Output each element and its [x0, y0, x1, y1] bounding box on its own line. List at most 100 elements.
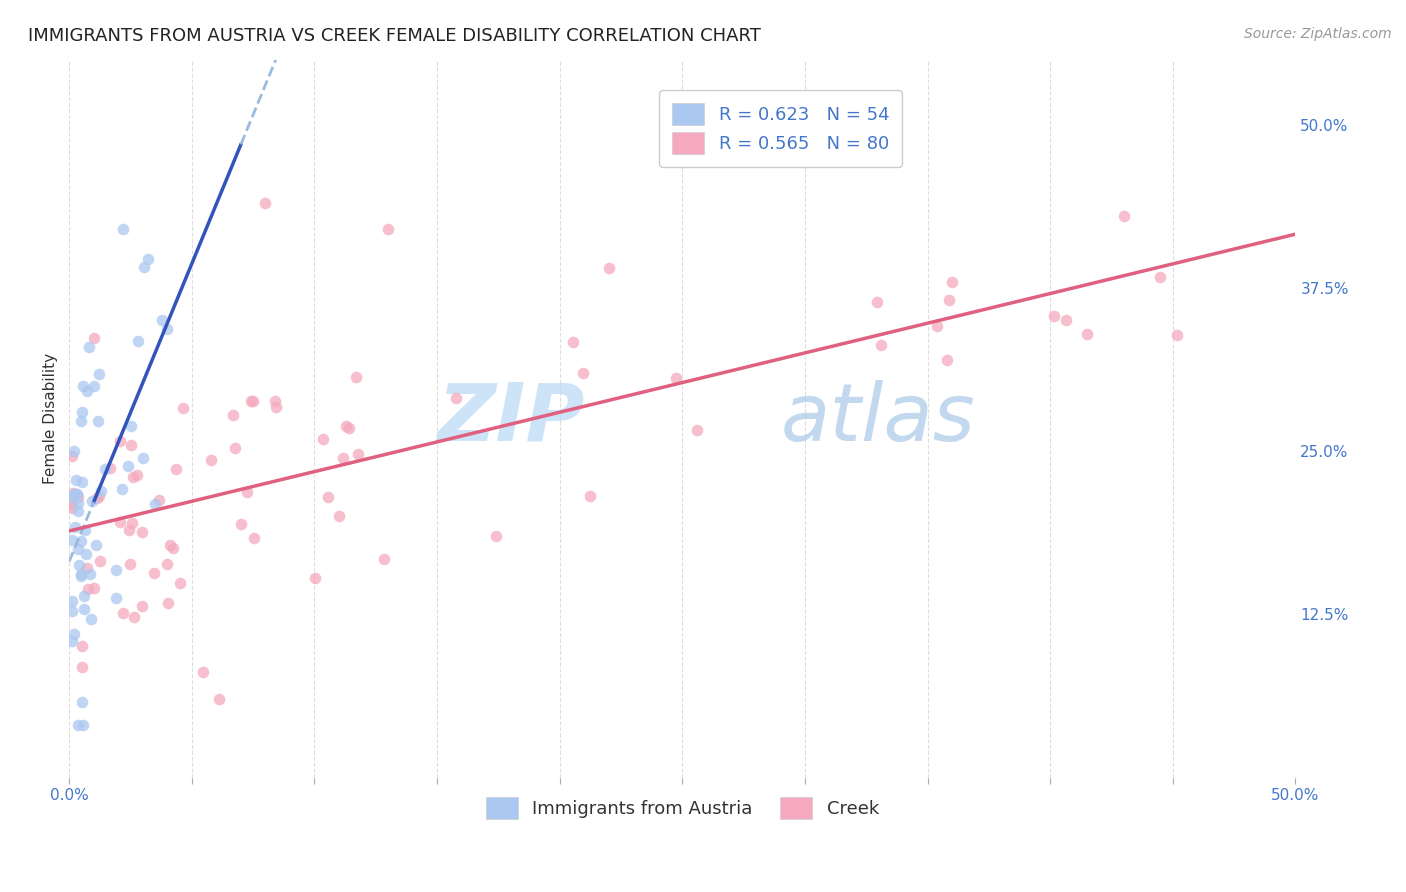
- Point: [122, 610, 145, 624]
- Point: [75, 547, 97, 561]
- Point: [83, 331, 105, 345]
- Point: [148, 492, 170, 507]
- Point: [1166, 327, 1188, 342]
- Point: [127, 468, 149, 483]
- Point: [67, 504, 90, 518]
- Point: [94, 462, 117, 476]
- Point: [70, 696, 93, 710]
- Point: [63, 443, 86, 458]
- Point: [938, 293, 960, 307]
- Point: [159, 538, 181, 552]
- Point: [112, 222, 135, 236]
- Point: [444, 391, 467, 405]
- Point: [485, 529, 508, 543]
- Point: [117, 524, 139, 538]
- Point: [60, 449, 83, 463]
- Point: [870, 338, 893, 352]
- Point: [373, 552, 395, 566]
- Point: [208, 692, 231, 706]
- Point: [122, 470, 145, 484]
- Point: [172, 401, 194, 415]
- Point: [120, 438, 142, 452]
- Point: [65, 487, 87, 501]
- Text: Source: ZipAtlas.com: Source: ZipAtlas.com: [1244, 27, 1392, 41]
- Point: [112, 606, 135, 620]
- Point: [1054, 312, 1077, 326]
- Point: [242, 531, 264, 545]
- Point: [127, 334, 149, 348]
- Point: [1043, 309, 1066, 323]
- Point: [1149, 270, 1171, 285]
- Point: [72, 378, 94, 392]
- Point: [70, 569, 93, 583]
- Point: [70, 405, 93, 419]
- Point: [60, 594, 83, 608]
- Point: [60, 604, 83, 618]
- Point: [562, 334, 585, 349]
- Point: [73, 589, 96, 603]
- Point: [377, 222, 399, 236]
- Point: [87, 367, 110, 381]
- Point: [169, 576, 191, 591]
- Point: [132, 260, 155, 274]
- Point: [80, 494, 103, 508]
- Point: [86, 538, 108, 552]
- Point: [131, 525, 153, 540]
- Point: [83, 378, 105, 392]
- Point: [105, 591, 128, 606]
- Point: [332, 451, 354, 466]
- Point: [136, 252, 159, 267]
- Point: [665, 370, 688, 384]
- Point: [579, 489, 602, 503]
- Point: [229, 517, 252, 532]
- Point: [143, 498, 166, 512]
- Point: [200, 453, 222, 467]
- Point: [111, 482, 134, 496]
- Point: [162, 541, 184, 556]
- Point: [224, 441, 246, 455]
- Text: atlas: atlas: [780, 380, 976, 458]
- Point: [76, 582, 98, 596]
- Point: [67, 496, 90, 510]
- Point: [927, 318, 949, 333]
- Point: [142, 566, 165, 580]
- Point: [117, 459, 139, 474]
- Point: [165, 462, 187, 476]
- Point: [1112, 209, 1135, 223]
- Point: [76, 384, 98, 399]
- Point: [65, 520, 87, 534]
- Point: [337, 421, 360, 435]
- Point: [935, 353, 957, 368]
- Point: [118, 557, 141, 571]
- Point: [335, 419, 357, 434]
- Point: [66, 541, 89, 556]
- Point: [89, 554, 111, 568]
- Point: [70, 640, 93, 654]
- Point: [254, 196, 277, 211]
- Point: [598, 261, 620, 276]
- Point: [318, 490, 340, 504]
- Text: ZIP: ZIP: [437, 380, 585, 458]
- Point: [72, 475, 94, 489]
- Point: [304, 570, 326, 584]
- Point: [155, 557, 177, 571]
- Point: [67, 558, 90, 573]
- Point: [65, 487, 87, 501]
- Point: [90, 483, 112, 498]
- Point: [312, 432, 335, 446]
- Point: [266, 400, 288, 414]
- Point: [72, 718, 94, 732]
- Point: [865, 295, 887, 310]
- Point: [328, 508, 350, 523]
- Point: [79, 567, 101, 582]
- Text: IMMIGRANTS FROM AUSTRIA VS CREEK FEMALE DISABILITY CORRELATION CHART: IMMIGRANTS FROM AUSTRIA VS CREEK FEMALE …: [28, 27, 761, 45]
- Point: [941, 275, 963, 289]
- Point: [193, 665, 215, 679]
- Point: [62, 485, 84, 500]
- Point: [87, 489, 110, 503]
- Point: [70, 414, 93, 428]
- Point: [344, 369, 367, 384]
- Point: [108, 515, 131, 529]
- Point: [120, 418, 142, 433]
- Y-axis label: Female Disability: Female Disability: [44, 353, 58, 484]
